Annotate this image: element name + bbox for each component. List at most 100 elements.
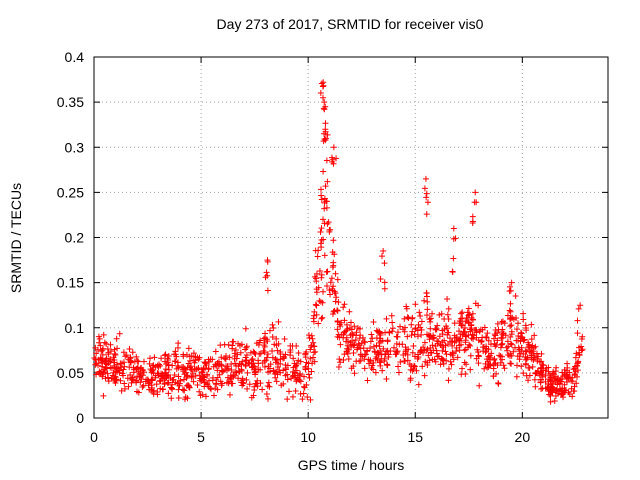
data-point: [412, 325, 419, 332]
data-point: [292, 374, 299, 381]
data-point: [484, 330, 491, 337]
data-point: [383, 348, 390, 355]
x-tick-label: 20: [515, 429, 531, 445]
data-point: [244, 369, 251, 376]
data-point: [313, 311, 320, 318]
data-point: [261, 339, 268, 346]
data-point: [492, 332, 499, 339]
data-point: [412, 301, 419, 308]
data-point: [424, 199, 431, 206]
data-point: [450, 225, 457, 232]
data-point: [289, 393, 296, 400]
data-point: [92, 356, 99, 363]
chart-title: Day 273 of 2017, SRMTID for receiver vis…: [216, 16, 484, 32]
data-point: [168, 384, 175, 391]
data-point: [520, 310, 527, 317]
data-point: [462, 370, 469, 377]
data-point: [444, 311, 451, 318]
data-point: [243, 344, 250, 351]
data-point: [389, 325, 396, 332]
data-point: [359, 353, 366, 360]
data-point: [457, 315, 464, 322]
x-tick-label: 5: [197, 429, 205, 445]
data-point: [492, 327, 499, 334]
data-point: [516, 356, 523, 363]
data-points: [91, 79, 586, 405]
data-point: [479, 334, 486, 341]
data-point: [359, 334, 366, 341]
data-point: [571, 383, 578, 390]
data-point: [196, 388, 203, 395]
data-point: [500, 330, 507, 337]
data-point: [255, 360, 262, 367]
data-point: [269, 334, 276, 341]
data-point: [282, 366, 289, 373]
data-point: [377, 338, 384, 345]
data-point: [280, 353, 287, 360]
data-point: [507, 323, 514, 330]
data-point: [467, 326, 474, 333]
data-point: [393, 349, 400, 356]
data-point: [482, 333, 489, 340]
data-point: [123, 352, 130, 359]
data-point: [410, 343, 417, 350]
data-point: [263, 354, 270, 361]
data-point: [413, 367, 420, 374]
data-point: [381, 279, 388, 286]
x-tick-label: 15: [407, 429, 423, 445]
data-point: [93, 360, 100, 367]
data-point: [510, 348, 517, 355]
data-point: [165, 357, 172, 364]
data-point: [129, 374, 136, 381]
data-point: [273, 335, 280, 342]
data-point: [329, 310, 336, 317]
data-point: [370, 318, 377, 325]
data-point: [481, 365, 488, 372]
data-point: [456, 328, 463, 335]
data-point: [92, 344, 99, 351]
data-point: [248, 364, 255, 371]
data-point: [297, 390, 304, 397]
data-point: [302, 350, 309, 357]
data-point: [444, 329, 451, 336]
data-point: [341, 301, 348, 308]
data-point: [514, 362, 521, 369]
data-point: [264, 395, 271, 402]
data-point: [281, 335, 288, 342]
data-point: [404, 314, 411, 321]
data-point: [174, 344, 181, 351]
data-point: [490, 335, 497, 342]
data-point: [197, 392, 204, 399]
data-point: [297, 358, 304, 365]
data-point: [380, 345, 387, 352]
data-point: [267, 361, 274, 368]
data-point: [421, 185, 428, 192]
data-point: [559, 369, 566, 376]
data-point: [429, 310, 436, 317]
data-point: [146, 360, 153, 367]
data-point: [407, 377, 414, 384]
data-point: [564, 364, 571, 371]
data-point: [490, 365, 497, 372]
data-point: [415, 353, 422, 360]
data-point: [536, 358, 543, 365]
data-point: [474, 346, 481, 353]
data-point: [249, 356, 256, 363]
data-point: [103, 361, 110, 368]
data-point: [519, 334, 526, 341]
data-point: [574, 317, 581, 324]
data-point: [148, 376, 155, 383]
data-point: [334, 307, 341, 314]
data-point: [449, 268, 456, 275]
data-point: [554, 376, 561, 383]
data-point: [447, 358, 454, 365]
data-point: [485, 337, 492, 344]
data-point: [104, 345, 111, 352]
data-point: [381, 260, 388, 267]
data-point: [276, 367, 283, 374]
data-point: [325, 219, 332, 226]
data-point: [323, 198, 330, 205]
data-point: [232, 360, 239, 367]
data-point: [469, 331, 476, 338]
data-point: [470, 336, 477, 343]
